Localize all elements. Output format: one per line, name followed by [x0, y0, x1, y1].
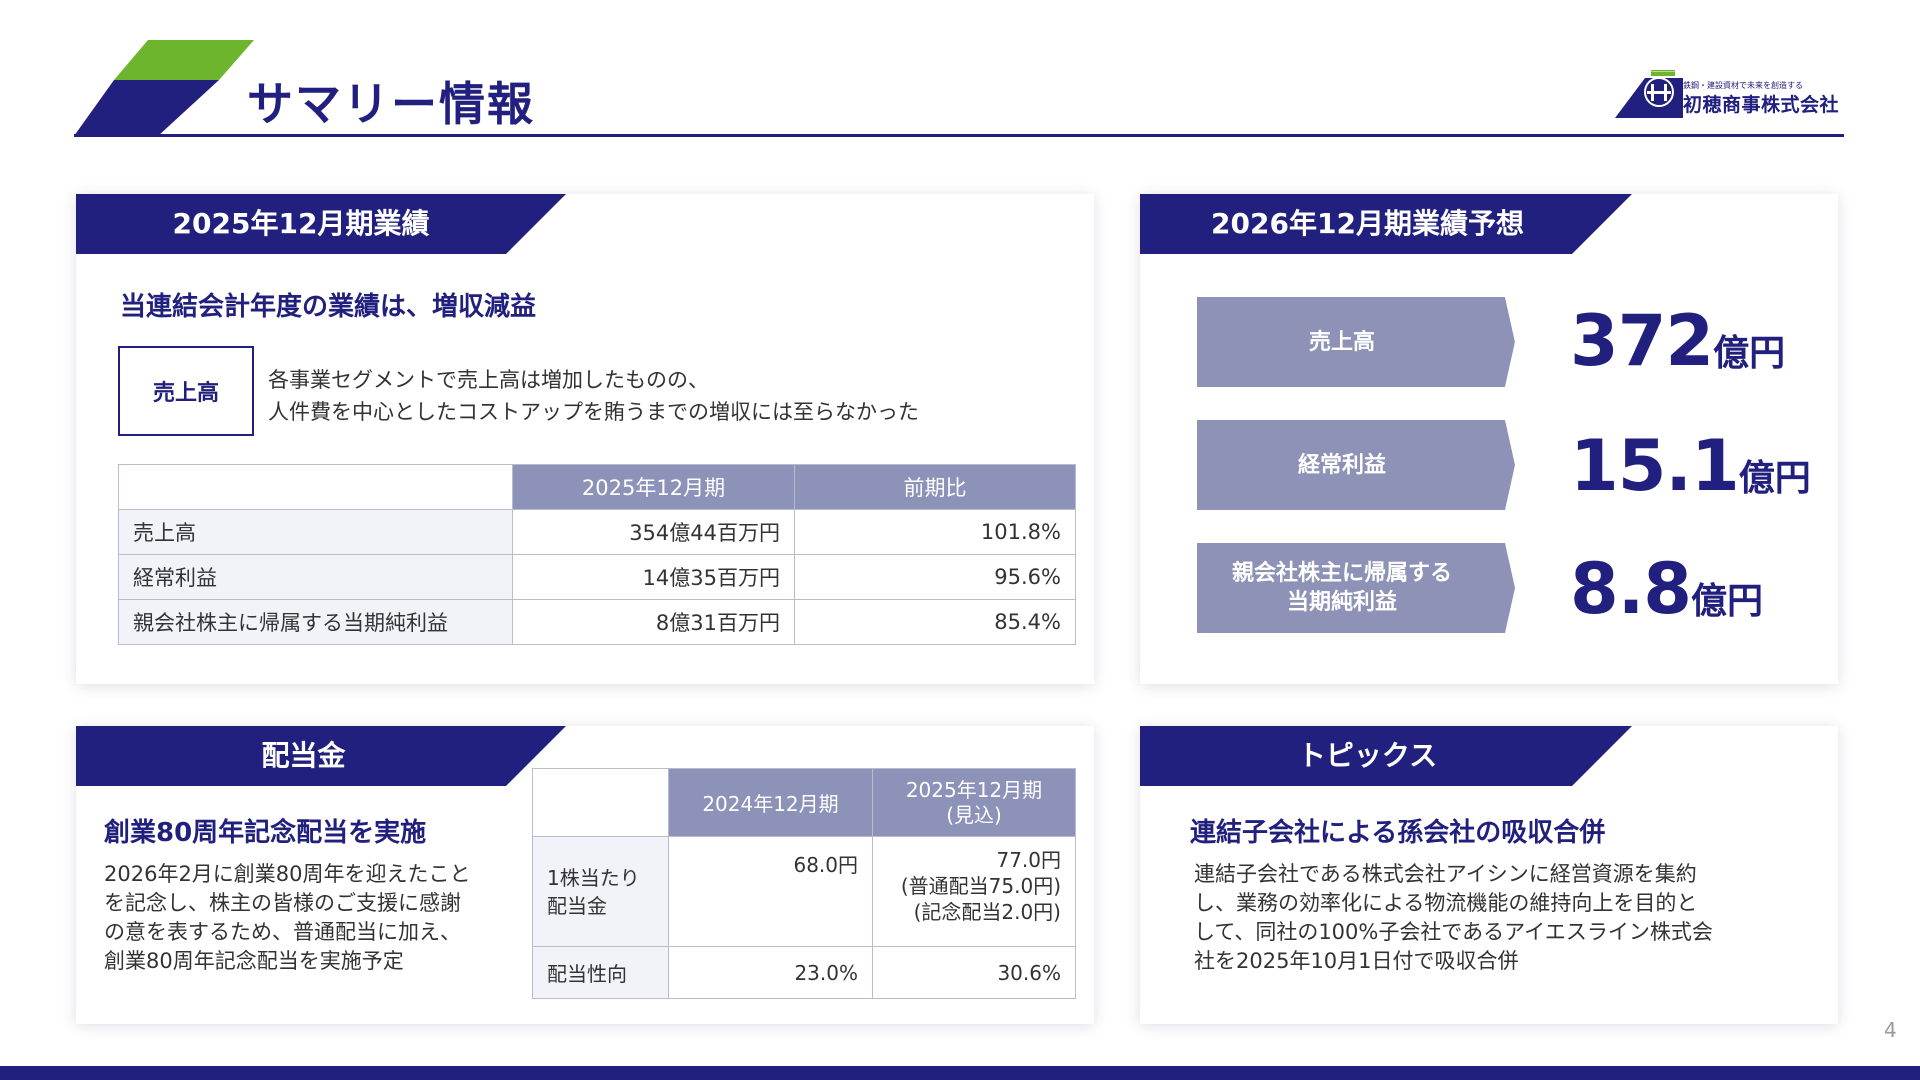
- results-2025-table: 2025年12月期 前期比 売上高 354億44百万円 101.8% 経常利益 …: [118, 464, 1076, 645]
- dividend-description: 2026年2月に創業80周年を迎えたこと を記念し、株主の皆様のご支援に感謝 の…: [104, 860, 524, 976]
- topics-description: 連結子会社である株式会社アイシンに経営資源を集約 し、業務の効率化による物流機能…: [1194, 860, 1814, 976]
- forecast-ordinary-profit-value: 15.1億円: [1570, 425, 1811, 507]
- forecast-sales-value: 372億円: [1570, 300, 1785, 382]
- row-label: 親会社株主に帰属する当期純利益: [118, 599, 513, 645]
- column-header: 前期比: [794, 464, 1076, 510]
- forecast-unit: 億円: [1713, 333, 1786, 374]
- table-cell: 95.6%: [794, 554, 1076, 600]
- page-number: 4: [1884, 1018, 1897, 1042]
- table-cell: 30.6%: [872, 946, 1076, 999]
- description-line: 人件費を中心としたコストアップを賄うまでの増収には至らなかった: [268, 400, 919, 424]
- description-line: 2026年2月に創業80周年を迎えたこと: [104, 862, 471, 886]
- dividend-summary: 創業80周年記念配当を実施: [104, 818, 427, 848]
- cell-line: (普通配当75.0円): [900, 874, 1061, 898]
- table-row: 経常利益 14億35百万円 95.6%: [118, 554, 1076, 600]
- forecast-sales-label: 売上高: [1197, 297, 1487, 387]
- column-header: 2025年12月期 (見込): [872, 768, 1076, 837]
- description-line: の意を表するため、普通配当に加え、: [104, 920, 461, 944]
- description-line: 各事業セグメントで売上高は増加したものの、: [268, 368, 709, 392]
- topics-card: トピックス 連結子会社による孫会社の吸収合併 連結子会社である株式会社アイシンに…: [1140, 726, 1838, 1024]
- table-row: 配当性向 23.0% 30.6%: [532, 946, 1076, 999]
- forecast-label-text: 当期純利益: [1286, 590, 1397, 615]
- cell-line: 77.0円: [996, 848, 1061, 872]
- sales-tag-label: 売上高: [152, 381, 219, 406]
- description-line: 社を2025年10月1日付で吸収合併: [1194, 949, 1519, 973]
- page-title: サマリー情報: [247, 77, 535, 131]
- logo-tagline: 鉄鋼・建設資材で未来を創造する: [1683, 81, 1803, 90]
- dividend-header: 配当金: [76, 726, 566, 786]
- table-corner: [532, 768, 669, 837]
- dividend-title: 配当金: [261, 739, 346, 772]
- row-label: 1株当たり 配当金: [532, 836, 669, 947]
- results-2025-summary: 当連結会計年度の業績は、増収減益: [120, 292, 537, 322]
- forecast-number: 372: [1570, 300, 1714, 382]
- topics-summary: 連結子会社による孫会社の吸収合併: [1190, 818, 1606, 848]
- forecast-label-arrow: [1197, 543, 1515, 633]
- forecast-ordinary-profit-label: 経常利益: [1197, 420, 1487, 510]
- description-line: し、業務の効率化による物流機能の維持向上を目的と: [1194, 891, 1698, 915]
- header-decoration: [74, 40, 254, 136]
- column-header-line: 2025年12月期: [905, 777, 1043, 802]
- dividend-card: 配当金 創業80周年記念配当を実施 2026年2月に創業80周年を迎えたこと を…: [76, 726, 1094, 1024]
- table-cell: 77.0円 (普通配当75.0円) (記念配当2.0円): [872, 836, 1076, 947]
- header-rule: [74, 134, 1844, 137]
- forecast-label-arrow: [1197, 420, 1515, 510]
- forecast-label-text: 売上高: [1308, 329, 1375, 355]
- row-label: 配当性向: [532, 946, 669, 999]
- row-label: 売上高: [118, 509, 513, 555]
- cell-line: (記念配当2.0円): [913, 900, 1061, 924]
- table-cell: 68.0円: [668, 836, 873, 947]
- row-label-line: 1株当たり: [547, 865, 640, 890]
- table-cell: 354億44百万円: [512, 509, 795, 555]
- forecast-number: 8.8: [1570, 548, 1692, 630]
- results-2025-title: 2025年12月期業績: [172, 207, 430, 240]
- logo-company-name: 初穂商事株式会社: [1683, 94, 1840, 116]
- table-cell: 85.4%: [794, 599, 1076, 645]
- table-row: 1株当たり 配当金 68.0円 77.0円 (普通配当75.0円) (記念配当2…: [532, 836, 1076, 947]
- forecast-label-text: 親会社株主に帰属する: [1231, 561, 1452, 586]
- forecast-unit: 億円: [1738, 458, 1811, 499]
- forecast-label-arrow: [1197, 297, 1515, 387]
- footer-bar: [0, 1066, 1920, 1080]
- table-cell: 101.8%: [794, 509, 1076, 555]
- description-line: 連結子会社である株式会社アイシンに経営資源を集約: [1194, 862, 1697, 886]
- results-2025-card: 2025年12月期業績 当連結会計年度の業績は、増収減益 売上高 各事業セグメン…: [76, 194, 1094, 684]
- topics-header: トピックス: [1140, 726, 1632, 786]
- forecast-2026-title: 2026年12月期業績予想: [1211, 207, 1524, 240]
- forecast-net-income-label: 親会社株主に帰属する 当期純利益: [1197, 543, 1487, 633]
- description-line: を記念し、株主の皆様のご支援に感謝: [104, 891, 461, 915]
- company-logo: [1615, 70, 1683, 118]
- topics-title: トピックス: [1297, 739, 1438, 772]
- table-cell: 23.0%: [668, 946, 873, 999]
- forecast-unit: 億円: [1691, 581, 1764, 622]
- description-line: 創業80周年記念配当を実施予定: [104, 949, 404, 973]
- column-header: 2024年12月期: [668, 768, 873, 837]
- row-label-line: 配当金: [547, 893, 607, 918]
- forecast-label-text: 経常利益: [1297, 452, 1386, 478]
- results-2025-description: 各事業セグメントで売上高は増加したものの、 人件費を中心としたコストアップを賄う…: [268, 364, 1068, 428]
- forecast-2026-header: 2026年12月期業績予想: [1140, 194, 1632, 254]
- dividend-table: 2024年12月期 2025年12月期 (見込) 1株当たり 配当金 68.0円…: [532, 768, 1076, 999]
- table-row: 売上高 354億44百万円 101.8%: [118, 509, 1076, 555]
- table-row: 親会社株主に帰属する当期純利益 8億31百万円 85.4%: [118, 599, 1076, 645]
- results-2025-header: 2025年12月期業績: [76, 194, 566, 254]
- forecast-number: 15.1: [1570, 425, 1740, 507]
- table-cell: 14億35百万円: [512, 554, 795, 600]
- row-label: 経常利益: [118, 554, 513, 600]
- column-header: 2025年12月期: [512, 464, 795, 510]
- forecast-net-income-value: 8.8億円: [1570, 548, 1763, 630]
- sales-tag: 売上高: [118, 346, 254, 436]
- column-header-line: (見込): [946, 802, 1002, 827]
- table-cell: 8億31百万円: [512, 599, 795, 645]
- description-line: して、同社の100%子会社であるアイエスライン株式会: [1194, 920, 1713, 944]
- table-corner: [118, 464, 513, 510]
